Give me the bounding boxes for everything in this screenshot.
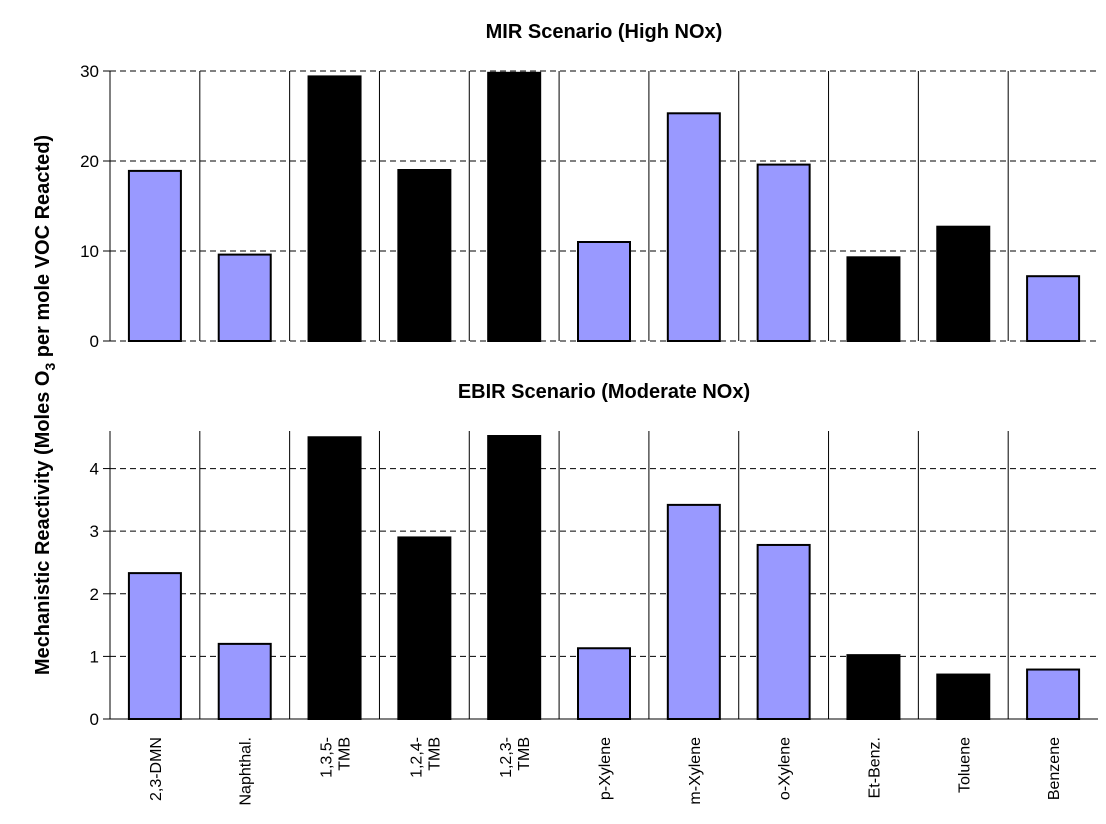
x-category-label: m-Xylene (687, 737, 704, 805)
y-tick-label: 30 (80, 62, 99, 81)
x-category-label: TMB (337, 737, 354, 771)
x-category-label: TMB (426, 737, 443, 771)
bar-Toluene (936, 673, 991, 721)
y-tick-label: 2 (90, 585, 99, 604)
x-category-label: Naphthal. (238, 737, 255, 806)
bar-1,2,3-TMB (487, 71, 542, 343)
bar-p-Xylene (577, 647, 631, 721)
x-category-label: Toluene (956, 737, 973, 793)
bar-o-Xylene (756, 543, 811, 720)
x-category-labels: 2,3-DMN Naphthal. 1,3,5- TMB 1,2,4- TMB 1,2,3-… (148, 737, 1063, 806)
x-category-label: o-Xylene (777, 737, 794, 800)
y-tick-label: 3 (90, 522, 99, 541)
ebir-panel: EBIR Scenario (Moderate NOx) 0 1 2 3 4 (90, 381, 1098, 729)
y-tick-label: 0 (90, 332, 99, 351)
bar-Benzene (1026, 668, 1081, 720)
y-axis-label-sub: 3 (42, 363, 58, 371)
x-category-label: TMB (516, 737, 533, 771)
bar-Et-Benz. (846, 256, 901, 342)
bar-1,3,5-TMB (307, 436, 362, 720)
bar-Toluene (936, 225, 991, 342)
x-category-label: 1,2,4- (408, 737, 425, 778)
x-category-label: Benzene (1046, 737, 1063, 800)
bar-m-Xylene (666, 503, 721, 720)
bar-m-Xylene (666, 112, 721, 342)
chart-title: EBIR Scenario (Moderate NOx) (458, 381, 750, 403)
bar-Et-Benz. (846, 654, 901, 721)
bar-p-Xylene (577, 241, 631, 342)
bar-1,2,4-TMB (397, 536, 452, 720)
bar-Naphthal. (217, 642, 272, 720)
y-tick-label: 1 (90, 647, 99, 666)
x-category-label: p-Xylene (597, 737, 614, 800)
x-category-label: 1,2,3- (498, 737, 515, 778)
y-tick-label: 0 (90, 710, 99, 729)
bar-Naphthal. (217, 253, 272, 343)
bar-1,3,5-TMB (307, 75, 362, 343)
bar-2,3-DMN (127, 572, 182, 721)
chart-title: MIR Scenario (High NOx) (486, 21, 723, 43)
bar-1,2,3-TMB (487, 435, 542, 720)
bar-2,3-DMN (127, 169, 182, 342)
y-tick-label: 10 (80, 242, 99, 261)
bar-o-Xylene (756, 163, 811, 342)
x-category-label: 1,3,5- (319, 737, 336, 778)
y-axis-label-main: Mechanistic Reactivity (Moles O (32, 371, 54, 676)
x-category-label: Et-Benz. (866, 737, 883, 798)
bar-1,2,4-TMB (397, 169, 452, 342)
y-axis-label: Mechanistic Reactivity (Moles O3 per mol… (32, 135, 58, 675)
y-tick-label: 20 (80, 152, 99, 171)
mir-panel: MIR Scenario (High NOx) 0 10 20 30 (80, 21, 1098, 351)
y-axis-label-tail: per mole VOC Reacted) (32, 135, 54, 363)
y-tick-label: 4 (90, 460, 99, 479)
x-category-label: 2,3-DMN (148, 737, 165, 801)
bar-Benzene (1026, 275, 1081, 343)
